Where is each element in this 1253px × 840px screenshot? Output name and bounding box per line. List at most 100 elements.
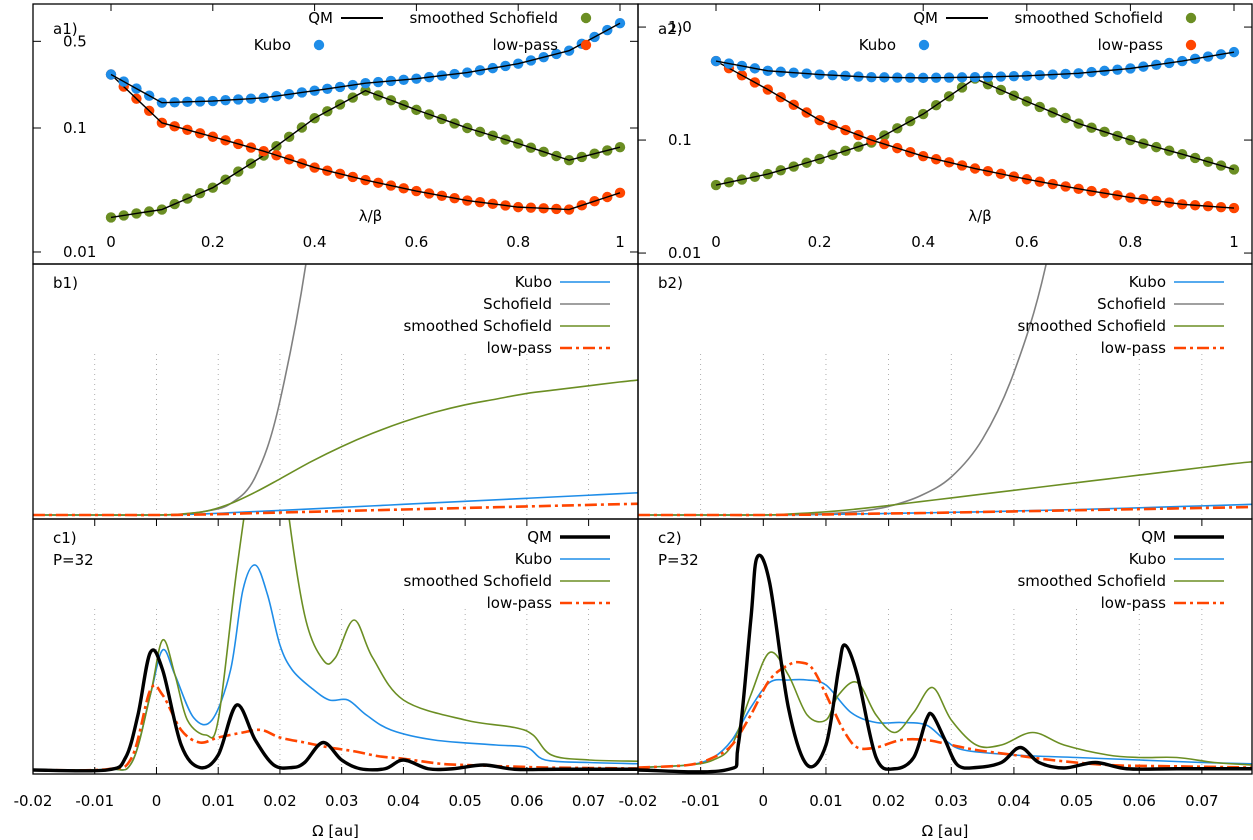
x-tick-label: -0.02 bbox=[14, 792, 53, 810]
x-tick-label: 0.03 bbox=[325, 792, 358, 810]
qm-line bbox=[715, 60, 1235, 209]
low-pass-line bbox=[638, 660, 1252, 769]
x-tick-label: 0.01 bbox=[809, 792, 842, 810]
x-tick-label: -0.01 bbox=[681, 792, 720, 810]
qm-line bbox=[110, 89, 621, 219]
x-tick-label: 0.05 bbox=[1060, 792, 1093, 810]
y-tick-label: 0.1 bbox=[63, 119, 87, 137]
x-tick-label: 0.6 bbox=[1015, 233, 1039, 251]
qm-line bbox=[110, 22, 621, 104]
y-tick-label: 0.01 bbox=[668, 244, 701, 262]
x-tick-label: 0.01 bbox=[202, 792, 235, 810]
legend-label: low-pass bbox=[1098, 36, 1164, 54]
y-tick-label: 0.1 bbox=[668, 131, 692, 149]
legend-label: Kubo bbox=[254, 36, 291, 54]
x-tick-label: 0.07 bbox=[1185, 792, 1218, 810]
series-group bbox=[33, 264, 638, 517]
kubo-line bbox=[33, 564, 638, 771]
x-tick-label: 0.07 bbox=[572, 792, 605, 810]
qm-line bbox=[638, 553, 1252, 774]
qm-line bbox=[715, 51, 1235, 79]
panel-label: c2) bbox=[658, 529, 682, 547]
qm-line bbox=[110, 73, 621, 211]
x-tick-label: -0.02 bbox=[619, 792, 658, 810]
x-tick-label: 0.02 bbox=[872, 792, 905, 810]
x-axis-label: λ/β bbox=[968, 207, 992, 225]
x-tick-label: 0 bbox=[106, 233, 116, 251]
legend-label: smoothed Schofield bbox=[1017, 317, 1166, 335]
x-tick-label: 0 bbox=[759, 792, 769, 810]
legend-label: smoothed Schofield bbox=[1014, 9, 1163, 27]
x-tick-label: 0.03 bbox=[935, 792, 968, 810]
x-tick-label: 0.06 bbox=[510, 792, 543, 810]
kubo-line bbox=[638, 678, 1252, 769]
legend-label: QM bbox=[913, 9, 938, 27]
smoothed-schofield-line bbox=[33, 519, 638, 771]
legend-label: Kubo bbox=[515, 550, 552, 568]
x-tick-label: 1 bbox=[1229, 233, 1239, 251]
x-tick-label: -0.01 bbox=[75, 792, 114, 810]
low-pass-line bbox=[33, 683, 638, 772]
legend-label: smoothed Schofield bbox=[403, 572, 552, 590]
legend-label: Schofield bbox=[483, 295, 552, 313]
legend-label: Kubo bbox=[1129, 550, 1166, 568]
legend-label: QM bbox=[308, 9, 333, 27]
legend-dot bbox=[580, 39, 592, 51]
x-tick-label: 0.05 bbox=[448, 792, 481, 810]
annotation: P=32 bbox=[53, 551, 94, 569]
x-axis-label: Ω [au] bbox=[922, 822, 969, 840]
legend-label: low-pass bbox=[487, 594, 553, 612]
legend-label: smoothed Schofield bbox=[403, 317, 552, 335]
series-group bbox=[638, 264, 1252, 517]
qm-line bbox=[33, 648, 638, 773]
panel-label: a2) bbox=[658, 20, 683, 38]
x-tick-label: 0.2 bbox=[808, 233, 832, 251]
legend-label: low-pass bbox=[487, 339, 553, 357]
legend-label: low-pass bbox=[1101, 339, 1167, 357]
y-tick-label: 0.01 bbox=[63, 243, 96, 261]
legend-dot bbox=[313, 39, 325, 51]
legend-label: QM bbox=[527, 528, 552, 546]
x-tick-label: 0.04 bbox=[997, 792, 1030, 810]
x-tick-label: 0.4 bbox=[911, 233, 935, 251]
x-tick-label: 0.8 bbox=[506, 233, 530, 251]
x-axis-label: λ/β bbox=[359, 207, 383, 225]
series-group bbox=[638, 553, 1252, 774]
x-tick-label: 0.8 bbox=[1118, 233, 1142, 251]
x-tick-label: 1 bbox=[615, 233, 625, 251]
panel-label: c1) bbox=[53, 529, 77, 547]
legend-dot bbox=[1185, 39, 1197, 51]
x-axis-label: Ω [au] bbox=[312, 822, 359, 840]
x-tick-label: 0 bbox=[711, 233, 721, 251]
x-tick-label: 0.06 bbox=[1123, 792, 1156, 810]
low-pass-line bbox=[638, 505, 1252, 517]
x-tick-label: 0.02 bbox=[263, 792, 296, 810]
legend-label: Kubo bbox=[515, 273, 552, 291]
smoothed-schofield-line bbox=[638, 461, 1252, 516]
panel-label: b2) bbox=[658, 274, 683, 292]
x-tick-label: 0.2 bbox=[201, 233, 225, 251]
legend-dot bbox=[1185, 12, 1197, 24]
panel-label: b1) bbox=[53, 274, 78, 292]
x-tick-label: 0 bbox=[152, 792, 162, 810]
schofield-line bbox=[638, 264, 1047, 516]
legend-label: low-pass bbox=[1101, 594, 1167, 612]
legend-dot bbox=[918, 39, 930, 51]
smoothed-schofield-line bbox=[638, 651, 1252, 769]
legend-dot bbox=[580, 12, 592, 24]
x-tick-label: 0.4 bbox=[303, 233, 327, 251]
panel-label: a1) bbox=[53, 20, 78, 38]
smoothed-schofield-line bbox=[33, 379, 638, 516]
low-pass-line bbox=[33, 502, 638, 517]
legend-label: low-pass bbox=[493, 36, 559, 54]
y-tick-label: 1.0 bbox=[668, 18, 692, 36]
y-tick-label: 0.5 bbox=[63, 32, 87, 50]
legend-label: smoothed Schofield bbox=[1017, 572, 1166, 590]
x-tick-label: 0.04 bbox=[387, 792, 420, 810]
panel-frame bbox=[637, 518, 1253, 775]
series-group bbox=[33, 519, 638, 773]
annotation: P=32 bbox=[658, 551, 699, 569]
legend-label: smoothed Schofield bbox=[409, 9, 558, 27]
schofield-line bbox=[33, 264, 307, 516]
